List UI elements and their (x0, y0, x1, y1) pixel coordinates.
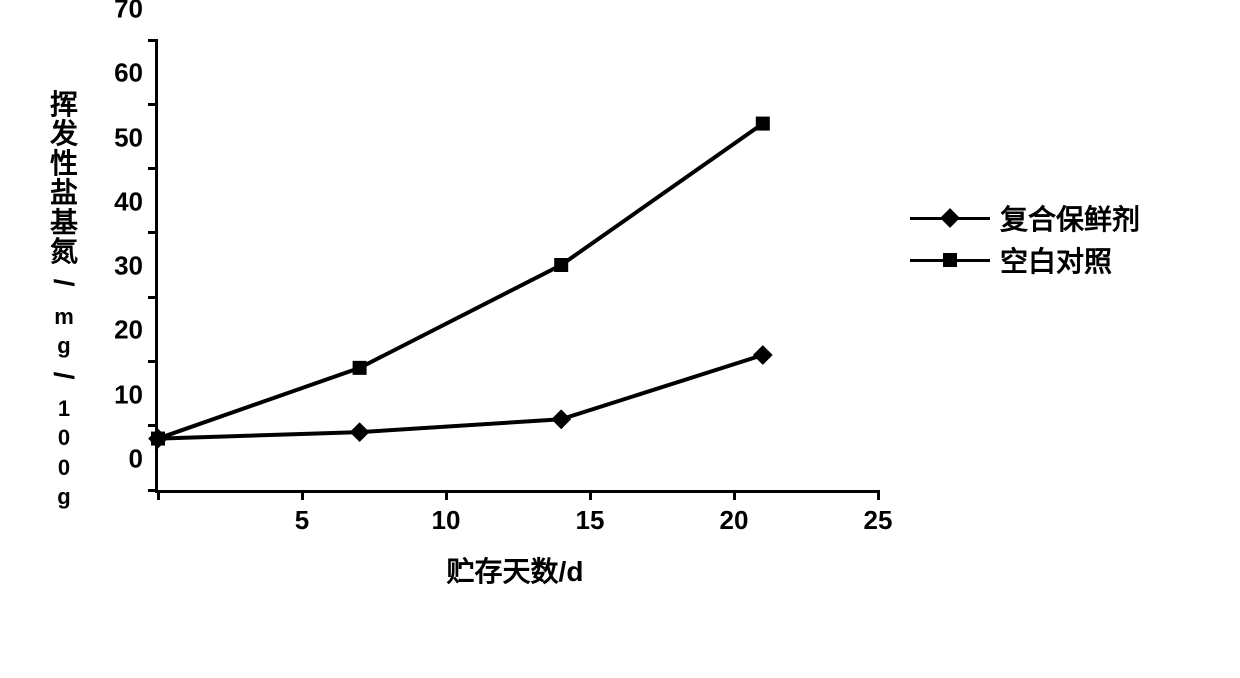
x-axis-title: 贮存天数/d (155, 550, 875, 590)
legend-label: 复合保鲜剂 (1000, 198, 1140, 238)
chart-container: 挥发性盐基氮 / mg / 100g 0 10 20 30 40 50 60 7… (40, 20, 1200, 640)
y-tick-label: 10 (114, 379, 143, 410)
chart-lines (158, 40, 878, 490)
y-tick-label: 70 (114, 0, 143, 25)
legend-item: 复合保鲜剂 (910, 200, 1140, 236)
legend-marker-square (910, 259, 990, 262)
x-tick-label: 25 (864, 505, 893, 536)
plot-area: 0 10 20 30 40 50 60 70 5 10 15 20 25 (155, 40, 878, 493)
y-tick-label: 50 (114, 122, 143, 153)
x-tick-label: 15 (576, 505, 605, 536)
legend-item: 空白对照 (910, 242, 1140, 278)
legend: 复合保鲜剂 空白对照 (910, 200, 1140, 284)
y-tick-label: 40 (114, 186, 143, 217)
x-tick-label: 5 (295, 505, 309, 536)
y-tick-label: 20 (114, 315, 143, 346)
x-tick-label: 10 (432, 505, 461, 536)
y-tick-label: 0 (129, 444, 143, 475)
legend-marker-diamond (910, 217, 990, 220)
y-tick-label: 30 (114, 251, 143, 282)
x-tick-label: 20 (720, 505, 749, 536)
legend-label: 空白对照 (1000, 240, 1112, 280)
y-axis-title: 挥发性盐基氮 / mg / 100g (50, 90, 78, 509)
y-tick-label: 60 (114, 58, 143, 89)
